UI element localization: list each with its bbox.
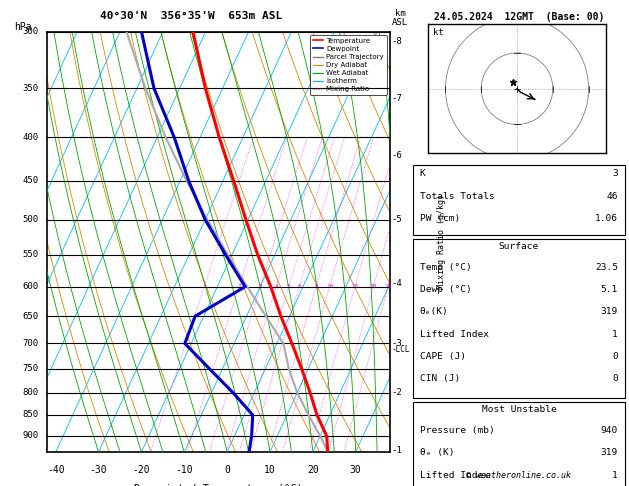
Text: CAPE (J): CAPE (J) <box>420 352 466 361</box>
Text: 0: 0 <box>224 465 230 475</box>
Text: 850: 850 <box>23 411 38 419</box>
Text: -LCL: -LCL <box>392 345 410 354</box>
Text: 319: 319 <box>601 448 618 457</box>
Text: 20: 20 <box>370 284 377 289</box>
Text: 5: 5 <box>287 284 291 289</box>
Text: Lifted Index: Lifted Index <box>420 330 489 339</box>
Text: -4: -4 <box>392 279 403 288</box>
Text: Dewpoint / Temperature (°C): Dewpoint / Temperature (°C) <box>134 484 303 486</box>
Text: θₑ (K): θₑ (K) <box>420 448 454 457</box>
Text: 500: 500 <box>23 215 38 224</box>
Text: 940: 940 <box>601 426 618 435</box>
Text: 15: 15 <box>351 284 359 289</box>
Text: 350: 350 <box>23 84 38 93</box>
Text: -6: -6 <box>392 151 403 160</box>
Text: 800: 800 <box>23 388 38 397</box>
Text: -7: -7 <box>392 94 403 103</box>
Text: © weatheronline.co.uk: © weatheronline.co.uk <box>467 471 571 480</box>
Text: -2: -2 <box>392 388 403 397</box>
Text: -5: -5 <box>392 215 403 224</box>
Text: Totals Totals: Totals Totals <box>420 192 494 201</box>
Text: Lifted Index: Lifted Index <box>420 470 489 480</box>
Text: Dewp (°C): Dewp (°C) <box>420 285 472 294</box>
Bar <box>413 402 625 486</box>
Text: hPa: hPa <box>14 21 32 32</box>
Text: -3: -3 <box>392 339 403 348</box>
Text: 750: 750 <box>23 364 38 373</box>
Text: 30: 30 <box>350 465 362 475</box>
Text: 2: 2 <box>237 284 241 289</box>
Text: 3: 3 <box>612 170 618 178</box>
Text: 23.5: 23.5 <box>595 262 618 272</box>
Text: 319: 319 <box>601 307 618 316</box>
Text: 1: 1 <box>612 470 618 480</box>
Text: 3: 3 <box>259 284 262 289</box>
Text: 10: 10 <box>326 284 333 289</box>
Text: 6: 6 <box>298 284 301 289</box>
Text: 10: 10 <box>264 465 276 475</box>
Legend: Temperature, Dewpoint, Parcel Trajectory, Dry Adiabat, Wet Adiabat, Isotherm, Mi: Temperature, Dewpoint, Parcel Trajectory… <box>310 35 386 95</box>
Text: -1: -1 <box>392 446 403 454</box>
Text: 1: 1 <box>612 330 618 339</box>
Text: 8: 8 <box>314 284 318 289</box>
Text: 46: 46 <box>606 192 618 201</box>
Text: 550: 550 <box>23 250 38 259</box>
Text: 600: 600 <box>23 282 38 291</box>
Bar <box>413 164 625 235</box>
Text: 24.05.2024  12GMT  (Base: 00): 24.05.2024 12GMT (Base: 00) <box>434 12 604 22</box>
Text: 450: 450 <box>23 176 38 185</box>
Text: 25: 25 <box>384 284 392 289</box>
Text: Pressure (mb): Pressure (mb) <box>420 426 494 435</box>
Text: 0: 0 <box>612 352 618 361</box>
Text: Temp (°C): Temp (°C) <box>420 262 472 272</box>
Text: -8: -8 <box>392 37 403 46</box>
Text: 1: 1 <box>203 284 206 289</box>
Text: 0: 0 <box>612 374 618 383</box>
Bar <box>413 239 625 398</box>
Text: 40°30'N  356°35'W  653m ASL: 40°30'N 356°35'W 653m ASL <box>100 11 282 21</box>
Text: 300: 300 <box>23 27 38 36</box>
Text: -30: -30 <box>90 465 108 475</box>
Text: Mixing Ratio (g/kg): Mixing Ratio (g/kg) <box>437 194 446 289</box>
Text: 5.1: 5.1 <box>601 285 618 294</box>
Text: -20: -20 <box>133 465 150 475</box>
Text: Most Unstable: Most Unstable <box>482 405 556 414</box>
Text: 650: 650 <box>23 312 38 321</box>
Text: 4: 4 <box>274 284 278 289</box>
Text: 700: 700 <box>23 339 38 348</box>
Text: -40: -40 <box>47 465 65 475</box>
Text: 1.06: 1.06 <box>595 214 618 223</box>
Text: 400: 400 <box>23 133 38 142</box>
Text: -10: -10 <box>175 465 193 475</box>
Text: PW (cm): PW (cm) <box>420 214 460 223</box>
Text: θₑ(K): θₑ(K) <box>420 307 448 316</box>
Text: km
ASL: km ASL <box>392 9 408 27</box>
Text: 20: 20 <box>307 465 319 475</box>
Text: 900: 900 <box>23 432 38 440</box>
Text: K: K <box>420 170 426 178</box>
Text: kt: kt <box>433 28 443 37</box>
Text: CIN (J): CIN (J) <box>420 374 460 383</box>
Text: Surface: Surface <box>499 242 539 251</box>
